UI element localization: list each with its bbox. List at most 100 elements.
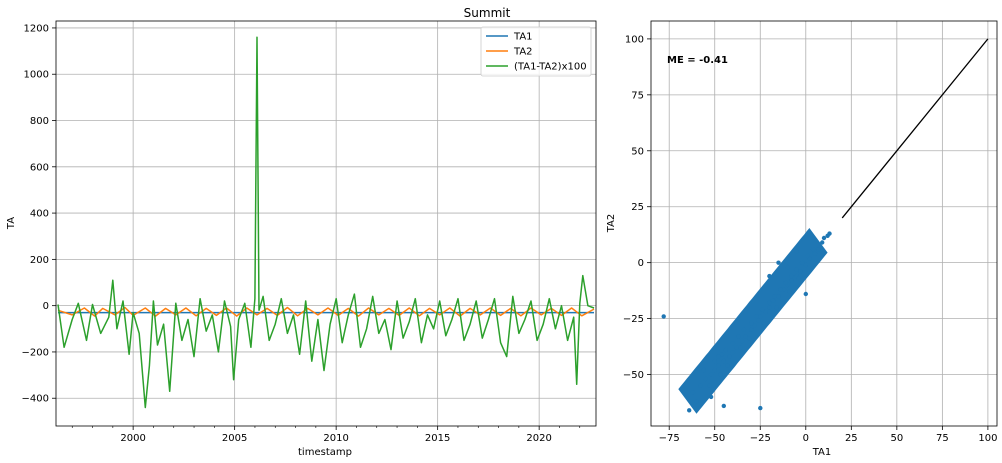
scatter-point	[820, 240, 825, 245]
x-tick-label: 2020	[526, 433, 551, 444]
scatter-point	[734, 345, 739, 350]
scatter-y-ticks: −50 −25 0 25 50 75 100	[623, 34, 651, 381]
scatter-point	[758, 405, 763, 411]
scatter-point	[756, 318, 761, 323]
scatter-point	[716, 354, 721, 359]
timeseries-plot: Summit 2000 2005 2010 2015 2020 −400 −200 0 200…	[6, 6, 597, 458]
scatter-point	[738, 345, 743, 350]
scatter-x-ticks: −75 −50 −25 0 25 50 75 100	[659, 426, 997, 444]
scatter-point	[758, 314, 763, 319]
scatter-point	[776, 294, 781, 299]
scatter-point	[803, 291, 808, 297]
scatter-point	[708, 372, 714, 377]
y-tick-label: 0	[43, 301, 49, 312]
y-tick-label: −200	[22, 347, 49, 358]
timeseries-y-ticks: −400 −200 0 200 400 600 800 1000 1200	[22, 23, 56, 405]
scatter-y-label: TA2	[606, 214, 617, 234]
y-tick-label: 75	[631, 90, 644, 101]
scatter-point	[661, 314, 666, 319]
x-tick-label: 2005	[222, 433, 247, 444]
scatter-point	[721, 403, 726, 409]
scatter-point	[690, 390, 696, 395]
y-tick-label: −25	[623, 314, 644, 325]
y-tick-label: 600	[30, 162, 49, 173]
scatter-plot: −75 −50 −25 0 25 50 75 100 −50 −25 0 25 50 75 100 ME …	[606, 20, 997, 458]
y-tick-label: 0	[638, 258, 644, 269]
x-tick-label: −50	[704, 433, 725, 444]
scatter-point	[708, 394, 714, 400]
scatter-point	[812, 251, 818, 256]
scatter-x-label: TA1	[812, 447, 832, 458]
scatter-point	[707, 383, 712, 388]
scatter-point	[796, 276, 801, 281]
scatter-point	[752, 323, 757, 328]
scatter-point	[736, 334, 741, 339]
scatter-reference-line	[841, 38, 989, 219]
scatter-point	[774, 305, 779, 310]
scatter-point	[759, 307, 765, 312]
timeseries-x-ticks: 2000 2005 2010 2015 2020	[71, 426, 581, 444]
scatter-point	[785, 264, 790, 270]
legend: TA1 TA2 (TA1-TA2)x100	[480, 26, 592, 77]
scatter-point	[716, 363, 721, 368]
scatter-point	[770, 298, 776, 303]
scatter-point	[721, 358, 726, 364]
timeseries-axes-frame	[55, 20, 597, 427]
scatter-point	[723, 347, 728, 353]
scatter-point	[687, 408, 692, 413]
y-tick-label: 100	[625, 34, 644, 45]
scatter-point	[794, 249, 799, 254]
scatter-point	[763, 309, 768, 315]
x-tick-label: 0	[803, 433, 809, 444]
y-tick-label: 25	[631, 202, 644, 213]
scatter-point	[730, 350, 736, 355]
scatter-point	[805, 253, 810, 259]
y-tick-label: 800	[30, 116, 49, 127]
scatter-point	[789, 273, 794, 279]
y-tick-label: 1200	[24, 23, 49, 34]
scatter-point	[718, 372, 723, 377]
x-tick-label: 100	[978, 433, 997, 444]
y-tick-label: 1000	[24, 70, 49, 81]
scatter-point	[778, 287, 783, 292]
scatter-point	[794, 267, 799, 272]
x-tick-label: 2010	[323, 433, 348, 444]
scatter-point	[725, 363, 730, 368]
y-tick-label: −50	[623, 370, 644, 381]
scatter-point	[727, 354, 732, 359]
x-tick-label: 2000	[120, 433, 145, 444]
scatter-point	[741, 327, 747, 332]
chart-title: Summit	[464, 6, 511, 20]
x-tick-label: 50	[890, 433, 903, 444]
x-tick-label: 75	[936, 433, 949, 444]
scatter-point	[694, 399, 699, 404]
y-tick-label: 400	[30, 209, 49, 220]
x-tick-label: 2015	[425, 433, 450, 444]
scatter-point	[781, 287, 787, 292]
scatter-point	[719, 352, 725, 357]
y-tick-label: 200	[30, 255, 49, 266]
scatter-point	[767, 305, 772, 310]
timeseries-grid	[56, 21, 596, 426]
legend-label-ta1: TA1	[513, 32, 533, 43]
scatter-point	[799, 260, 805, 265]
series-ta2	[57, 306, 595, 317]
scatter-point	[739, 338, 745, 344]
scatter-point	[703, 376, 708, 382]
scatter-point	[827, 231, 832, 236]
scatter-point	[767, 273, 772, 279]
mean-error-annotation: ME = -0.41	[667, 55, 728, 66]
scatter-point	[730, 341, 736, 346]
scatter-point	[803, 262, 808, 268]
scatter-point	[772, 294, 777, 299]
scatter-point	[821, 235, 827, 241]
scatter-point	[783, 280, 788, 285]
timeseries-x-label: timestamp	[298, 447, 352, 458]
legend-box	[480, 26, 592, 77]
scatter-points	[661, 228, 832, 414]
scatter-point	[743, 334, 748, 339]
x-tick-label: −75	[659, 433, 680, 444]
scatter-point	[747, 336, 752, 341]
scatter-point	[789, 278, 794, 283]
